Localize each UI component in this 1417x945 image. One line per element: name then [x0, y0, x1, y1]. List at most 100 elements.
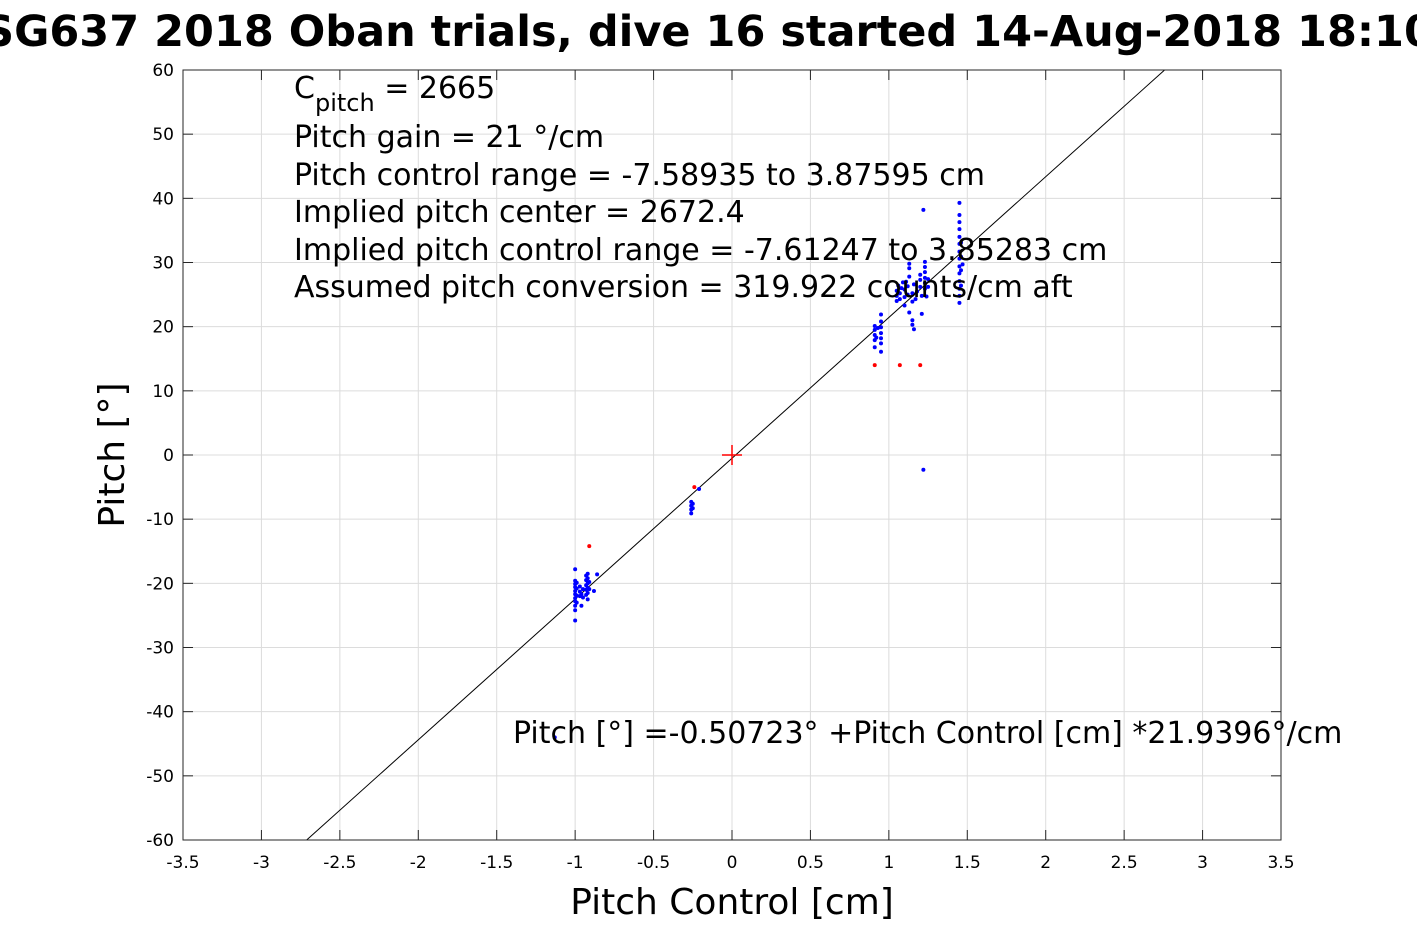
- data-point-samples: [573, 608, 578, 613]
- annotation-cpitch: Cpitch = 2665: [294, 71, 495, 117]
- data-point-samples: [894, 293, 899, 298]
- data-point-samples: [574, 586, 579, 591]
- x-tick-label: -3.5: [166, 853, 199, 873]
- x-tick-label: -2.5: [323, 853, 356, 873]
- y-tick-label: 40: [152, 189, 174, 209]
- data-point-samples: [910, 322, 915, 327]
- chart-title: SG637 2018 Oban trials, dive 16 started …: [0, 7, 1417, 57]
- data-point-samples: [957, 300, 962, 305]
- data-point-samples: [585, 576, 590, 581]
- data-point-samples: [957, 227, 962, 232]
- data-point-samples: [907, 274, 912, 279]
- data-point-samples: [921, 467, 926, 472]
- data-point-samples: [689, 511, 694, 516]
- x-tick-label: 1.5: [954, 853, 981, 873]
- data-point-samples: [922, 270, 927, 275]
- x-tick-label: -1: [567, 853, 584, 873]
- data-point-samples: [585, 590, 590, 595]
- data-point-samples: [580, 595, 585, 600]
- data-point-samples: [910, 291, 915, 296]
- data-point-samples: [957, 279, 962, 284]
- y-tick-label: 60: [152, 61, 174, 81]
- annotation-pitch-control-range: Pitch control range = -7.58935 to 3.8759…: [294, 158, 985, 193]
- data-point-flagged: [918, 363, 923, 368]
- y-tick-label: -50: [146, 767, 174, 787]
- data-point-samples: [924, 294, 929, 299]
- annotation-implied-pitch-control-range: Implied pitch control range = -7.61247 t…: [294, 233, 1107, 268]
- annotation-assumed-pitch-conversion: Assumed pitch conversion = 319.922 count…: [294, 270, 1073, 305]
- data-point-samples: [690, 506, 695, 511]
- data-point-samples: [585, 597, 590, 602]
- axis-ticks: -3.5 -3 -2.5 -2 -1.5 -1 -0.5 0 0.5 1 1.5 2 2.5 3 3.5 60…: [146, 61, 1294, 873]
- data-point-samples: [902, 303, 907, 308]
- data-point-samples: [957, 264, 962, 269]
- data-point-samples: [910, 318, 915, 323]
- data-point-samples: [894, 299, 899, 303]
- data-point-samples: [894, 288, 899, 293]
- x-axis-label: Pitch Control [cm]: [570, 882, 894, 923]
- data-point-samples: [574, 600, 579, 605]
- data-point-samples: [957, 213, 962, 218]
- data-point-flagged: [897, 363, 902, 368]
- data-point-samples: [875, 325, 880, 330]
- data-point-samples: [918, 277, 923, 282]
- data-point-samples: [591, 589, 596, 594]
- data-point-samples: [697, 487, 702, 492]
- data-point-samples: [690, 501, 695, 506]
- data-point-samples: [959, 240, 964, 245]
- data-point-samples: [905, 284, 910, 289]
- data-point-samples: [910, 299, 915, 304]
- data-point-samples: [918, 272, 923, 277]
- data-point-samples: [585, 571, 590, 576]
- data-point-samples: [911, 282, 916, 287]
- data-point-samples: [911, 327, 916, 332]
- data-point-samples: [900, 280, 905, 285]
- data-point-samples: [879, 341, 884, 346]
- data-point-samples: [905, 292, 910, 297]
- data-point-samples: [872, 327, 877, 332]
- data-point-samples: [902, 295, 907, 300]
- data-point-samples: [552, 735, 557, 740]
- data-point-samples: [577, 584, 582, 589]
- data-point-samples: [957, 249, 962, 254]
- data-point-samples: [907, 310, 912, 315]
- y-tick-label: -60: [146, 831, 174, 851]
- data-point-samples: [573, 603, 578, 608]
- data-point-samples: [957, 234, 962, 239]
- data-point-samples: [595, 572, 600, 577]
- data-point-samples: [904, 279, 909, 284]
- x-tick-label: 3: [1197, 853, 1208, 873]
- x-tick-label: 0: [727, 853, 738, 873]
- x-tick-label: 2: [1040, 853, 1051, 873]
- data-point-flagged: [872, 363, 877, 368]
- x-tick-label: -0.5: [637, 853, 670, 873]
- data-point-samples: [959, 268, 964, 273]
- data-point-samples: [907, 266, 912, 271]
- data-point-samples: [897, 297, 902, 302]
- x-tick-label: 0.5: [797, 853, 824, 873]
- y-tick-label: 50: [152, 125, 174, 145]
- data-point-samples: [922, 281, 927, 286]
- data-point-samples: [913, 297, 918, 302]
- y-tick-label: 0: [163, 446, 174, 466]
- data-point-samples: [587, 587, 592, 592]
- data-point-samples: [879, 331, 884, 336]
- data-point-samples: [959, 254, 964, 259]
- data-point-samples: [902, 287, 907, 292]
- x-tick-label: 1: [883, 853, 894, 873]
- data-point-samples: [922, 275, 927, 280]
- annotation-cpitch-value: = 2665: [375, 71, 496, 106]
- data-point-samples: [874, 335, 879, 340]
- annotation-regression-equation: Pitch [°] =-0.50723° +Pitch Control [cm]…: [513, 716, 1342, 751]
- data-point-samples: [896, 283, 901, 288]
- center-marker-layer: [722, 445, 742, 465]
- annotation-cpitch-symbol: C: [294, 71, 315, 106]
- data-point-samples: [926, 277, 931, 282]
- data-point-flagged: [692, 485, 697, 490]
- data-point-samples: [926, 284, 931, 289]
- data-point-samples: [919, 311, 924, 316]
- y-tick-label: -10: [146, 510, 174, 530]
- data-point-samples: [922, 264, 927, 269]
- annotation-cpitch-subscript: pitch: [315, 89, 375, 117]
- data-point-samples: [579, 592, 584, 597]
